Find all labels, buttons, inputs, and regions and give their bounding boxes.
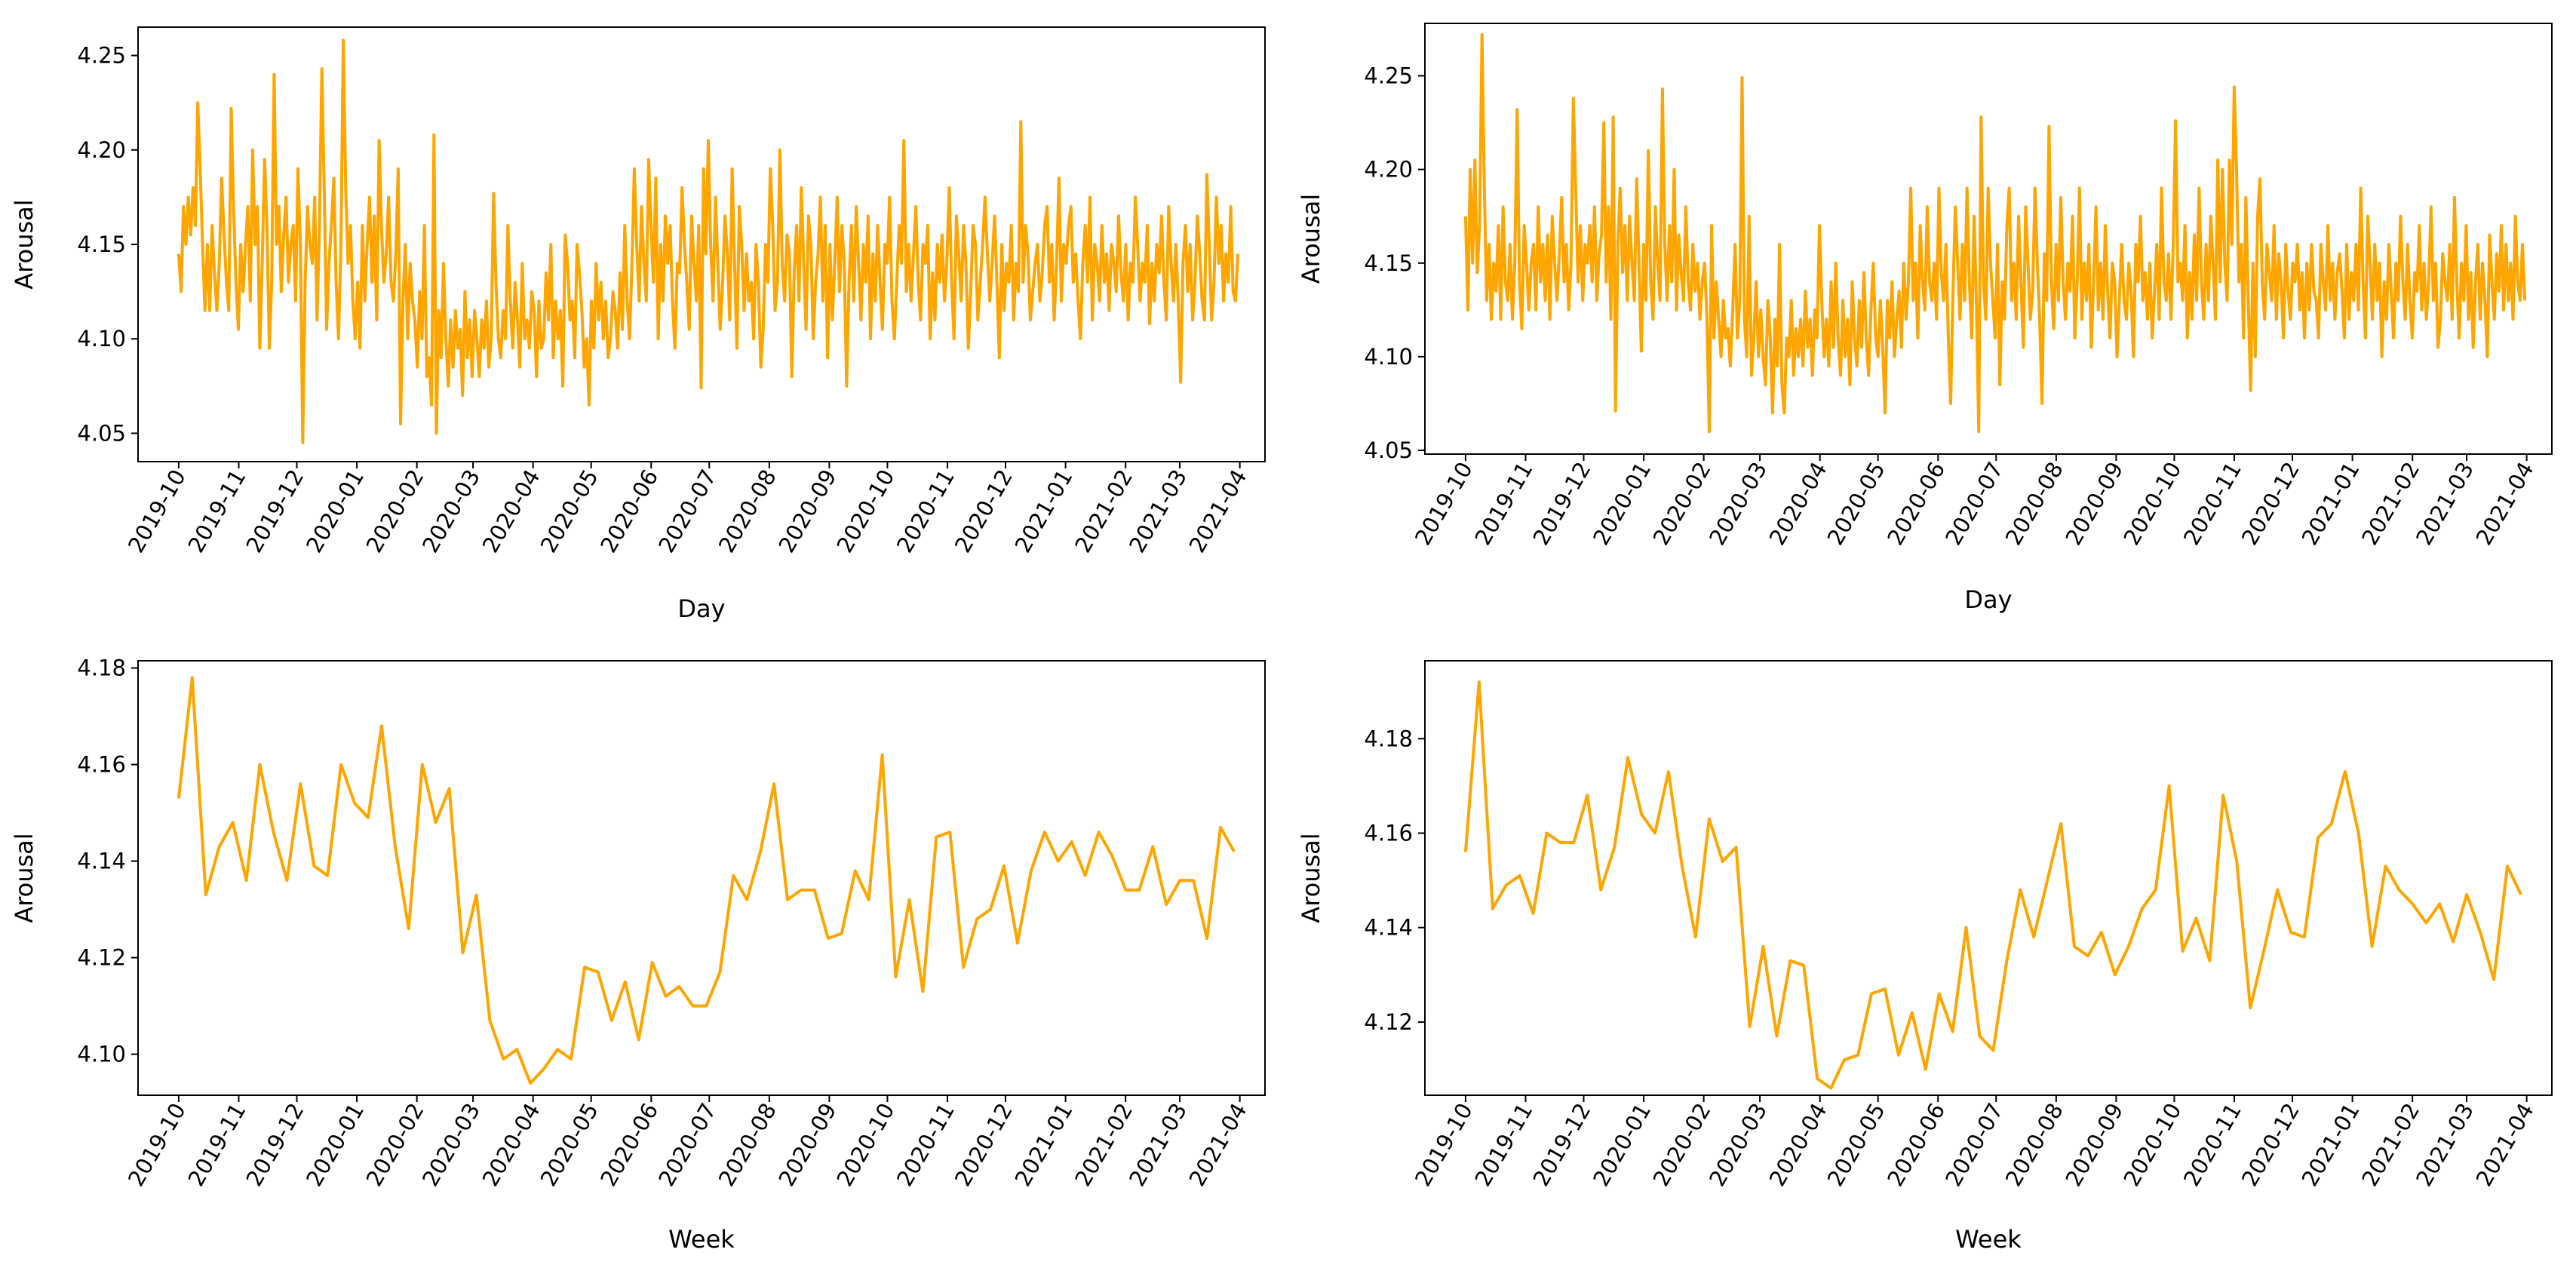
series-line: [1463, 32, 2527, 434]
x-tick-label: 2019-12: [241, 465, 309, 557]
y-axis-label: Arousal: [10, 833, 38, 922]
chart-panel-4: 4.124.144.164.182019-102019-112019-12202…: [1297, 660, 2553, 1254]
x-tick-label: 2020-10: [2118, 1099, 2186, 1191]
y-tick-label: 4.14: [77, 849, 126, 874]
x-tick-label: 2020-01: [301, 1099, 369, 1191]
chart-panel-1: 4.05 4.10 4.15 4.20 4.25 2019-102019-112019-1…: [10, 26, 1266, 623]
y-tick-label: 4.16: [1364, 821, 1413, 846]
x-tick-label: 2019-10: [1410, 458, 1478, 550]
x-tick-label: 2021-01: [1010, 465, 1078, 557]
x-tick-label: 2020-06: [1882, 1099, 1950, 1191]
x-tick-label: 2020-11: [2178, 458, 2246, 550]
y-tick-label: 4.05: [1364, 437, 1413, 463]
y-tick-label: 4.16: [77, 752, 126, 778]
y-tick-label: 4.12: [77, 945, 126, 971]
x-tick-label: 2021-04: [2471, 1099, 2539, 1191]
x-tick-label: 2021-04: [2471, 458, 2539, 550]
x-tick-label: 2019-10: [1410, 1099, 1478, 1191]
axes-frame: [1424, 660, 2553, 1096]
x-tick-label: 2019-11: [183, 465, 251, 557]
x-tick-label: 2019-11: [1470, 457, 1538, 549]
y-axis-label: Arousal: [10, 199, 38, 289]
x-tick-label: 2020-05: [1822, 458, 1890, 550]
y-tick-label: 4.15: [1364, 250, 1413, 276]
x-tick-label: 2020-12: [950, 1099, 1018, 1191]
axes-frame: [137, 660, 1266, 1096]
x-tick-label: 2020-12: [950, 465, 1018, 557]
x-tick-label: 2020-06: [595, 1099, 663, 1191]
y-tick-label: 4.10: [77, 326, 126, 352]
series-line: [177, 676, 1236, 1085]
y-tick-label: 4.20: [1364, 157, 1413, 183]
x-tick-label: 2020-07: [653, 1099, 721, 1191]
axes-frame: [1424, 23, 2553, 455]
x-axis-label: Day: [677, 594, 725, 623]
x-tick-label: 2021-01: [2297, 1099, 2365, 1191]
x-tick-label: 2020-04: [1764, 458, 1832, 550]
x-tick-label: 2019-12: [241, 1099, 309, 1191]
x-tick-label: 2020-09: [773, 465, 841, 557]
x-tick-label: 2020-08: [714, 1099, 781, 1191]
x-tick-label: 2020-12: [2237, 1099, 2304, 1191]
x-tick-label: 2019-12: [1528, 1099, 1596, 1191]
x-tick-label: 2019-12: [1528, 458, 1596, 550]
x-tick-label: 2019-11: [1470, 1098, 1538, 1190]
x-tick-label: 2020-05: [1822, 1099, 1890, 1191]
x-tick-label: 2020-04: [477, 465, 545, 557]
y-tick-label: 4.10: [1364, 344, 1413, 370]
x-tick-label: 2020-06: [1882, 458, 1950, 550]
x-tick-label: 2020-08: [714, 465, 781, 557]
x-tick-label: 2020-06: [595, 465, 663, 557]
x-tick-label: 2020-10: [831, 1099, 899, 1191]
y-tick-label: 4.18: [77, 655, 126, 681]
x-tick-label: 2020-11: [892, 465, 959, 557]
x-tick-label: 2019-11: [183, 1099, 251, 1191]
x-tick-label: 2021-04: [1184, 1099, 1252, 1191]
x-tick-label: 2021-04: [1184, 465, 1252, 557]
x-tick-label: 2021-01: [2297, 458, 2365, 550]
y-axis-label: Arousal: [1297, 833, 1325, 922]
chart-panel-2: 4.05 4.10 4.15 4.20 4.25 2019-102019-112019-1…: [1297, 23, 2553, 614]
x-tick-label: 2020-01: [301, 465, 369, 557]
x-tick-label: 2020-11: [2178, 1099, 2246, 1191]
x-tick-label: 2020-09: [2060, 1099, 2128, 1191]
x-tick-label: 2020-01: [1588, 1099, 1656, 1191]
y-tick-label: 4.14: [1364, 915, 1413, 941]
chart-panel-3: 4.10 4.12 4.14 4.16 4.18 2019-102019-112019-1…: [10, 655, 1266, 1254]
x-tick-label: 2020-04: [1764, 1099, 1832, 1191]
y-tick-label: 4.25: [1364, 63, 1413, 89]
x-tick-label: 2020-07: [1940, 458, 2008, 550]
x-axis-label: Week: [1955, 1225, 2022, 1254]
x-tick-label: 2020-01: [1588, 458, 1656, 550]
x-tick-label: 2020-10: [2118, 458, 2186, 550]
x-tick-label: 2019-10: [123, 1099, 191, 1191]
y-axis-label: Arousal: [1297, 194, 1325, 284]
x-tick-label: 2020-07: [1940, 1099, 2008, 1191]
x-axis-label: Week: [668, 1225, 735, 1254]
x-axis-label: Day: [1964, 585, 2012, 614]
x-tick-label: 2020-09: [2060, 458, 2128, 550]
y-tick-label: 4.18: [1364, 726, 1413, 751]
x-tick-label: 2020-07: [653, 465, 721, 557]
x-tick-label: 2020-11: [892, 1099, 959, 1191]
x-tick-label: 2021-01: [1010, 1099, 1078, 1191]
series-line: [177, 38, 1240, 444]
x-tick-label: 2020-05: [536, 1099, 603, 1191]
x-tick-label: 2020-09: [773, 1099, 841, 1191]
x-tick-label: 2020-08: [2000, 1099, 2068, 1191]
x-tick-label: 2020-12: [2237, 458, 2304, 550]
y-tick-label: 4.15: [77, 232, 126, 257]
y-tick-label: 4.25: [77, 43, 126, 69]
x-tick-label: 2020-10: [831, 465, 899, 557]
x-tick-label: 2020-05: [536, 465, 603, 557]
y-tick-label: 4.12: [1364, 1009, 1413, 1035]
series-line: [1463, 680, 2522, 1090]
y-tick-label: 4.05: [77, 420, 126, 446]
x-tick-label: 2020-04: [477, 1099, 545, 1191]
y-tick-label: 4.10: [77, 1042, 126, 1067]
x-tick-label: 2019-10: [123, 465, 191, 557]
y-tick-label: 4.20: [77, 137, 126, 163]
x-tick-label: 2020-08: [2000, 458, 2068, 550]
